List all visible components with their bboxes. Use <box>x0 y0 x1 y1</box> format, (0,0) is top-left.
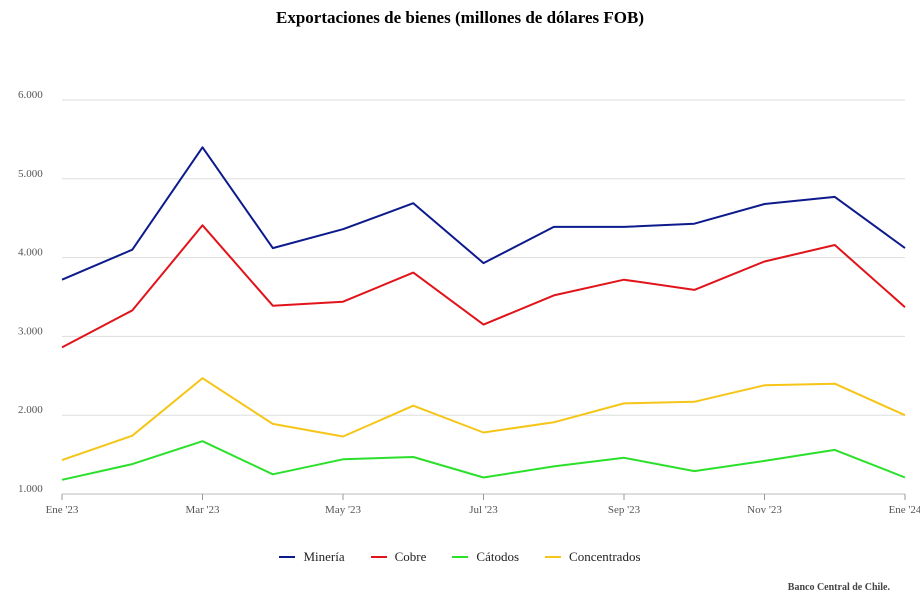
legend-swatch-catodos <box>452 556 469 558</box>
legend-item-cobre[interactable]: Cobre <box>370 549 427 565</box>
y-tick-label: 2.000 <box>18 404 43 416</box>
legend-item-concentrados[interactable]: Concentrados <box>545 549 641 565</box>
y-tick-label: 5.000 <box>18 168 43 180</box>
series-line-2[interactable] <box>61 440 906 481</box>
series-line-3[interactable] <box>61 377 906 462</box>
legend-swatch-cobre <box>370 556 387 558</box>
x-tick-label: Jul '23 <box>469 504 498 516</box>
legend-label-catodos: Cátodos <box>476 549 520 564</box>
legend-swatch-concentrados <box>545 556 562 558</box>
y-tick-label: 6.000 <box>18 89 43 101</box>
legend-label-concentrados: Concentrados <box>569 549 641 564</box>
y-axis-ticks: 1.000 2.000 3.000 4.000 5.000 6.000 <box>18 89 43 495</box>
x-axis-ticks: Ene '23 Mar '23 May '23 Jul '23 Sep '23 Nov '… <box>46 494 920 516</box>
legend-swatch-mineria <box>279 556 296 558</box>
y-tick-label: 3.000 <box>18 325 43 337</box>
y-tick-label: 1.000 <box>18 483 43 495</box>
source-credit: Banco Central de Chile. <box>787 582 890 593</box>
x-tick-label: Mar '23 <box>185 504 220 516</box>
series-line-0[interactable] <box>61 146 906 281</box>
legend-item-catodos[interactable]: Cátodos <box>452 549 519 565</box>
series-lines <box>61 146 906 481</box>
series-line-1[interactable] <box>61 224 906 349</box>
x-tick-label: Ene '24 <box>889 504 920 516</box>
y-tick-label: 4.000 <box>18 247 43 259</box>
chart-title: Exportaciones de bienes (millones de dól… <box>275 8 644 27</box>
x-tick-label: Nov '23 <box>747 504 782 516</box>
legend-label-mineria: Minería <box>303 549 345 564</box>
legend: Minería Cobre Cátodos Concentrados <box>0 549 920 565</box>
legend-label-cobre: Cobre <box>394 549 427 564</box>
line-chart: 1.000 2.000 3.000 4.000 5.000 6.000 Ene '23 Ma… <box>18 89 920 516</box>
x-tick-label: Sep '23 <box>608 504 641 516</box>
gridlines <box>62 99 905 495</box>
x-tick-label: May '23 <box>325 504 361 516</box>
legend-item-mineria[interactable]: Minería <box>279 549 345 565</box>
x-tick-label: Ene '23 <box>46 504 79 516</box>
